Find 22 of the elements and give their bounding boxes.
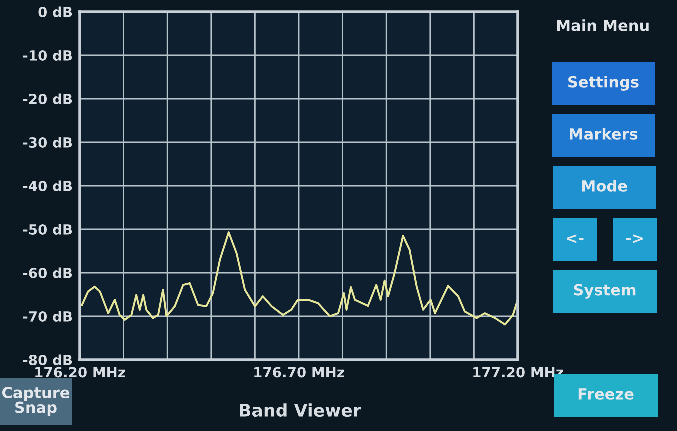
y-tick-label: -10 dB (23, 50, 72, 61)
text: <- (567, 234, 584, 244)
text: Markers (570, 128, 638, 140)
text: Main Menu (557, 20, 649, 32)
text: System (574, 284, 636, 299)
x-tick-label: 176.20 MHz (36, 367, 126, 378)
y-tick-label: -70 dB (23, 311, 72, 322)
y-tick-label: -40 dB (23, 180, 72, 192)
text: Band Viewer (240, 404, 362, 418)
y-tick-label: -60 dB (23, 268, 72, 278)
x-tick-label: 176.70 MHz (254, 367, 344, 378)
y-tick-label: -50 dB (23, 224, 72, 235)
text: -> (626, 234, 643, 244)
y-tick-label: 0 dB (38, 6, 72, 18)
text: Freeze (578, 388, 634, 400)
y-tick-label: -20 dB (23, 94, 72, 104)
text: Capture Snap (2, 386, 70, 416)
y-tick-label: -30 dB (23, 137, 72, 148)
text: Settings (568, 76, 639, 91)
line-series (81, 232, 518, 326)
y-tick-label: -80 dB (23, 354, 72, 366)
text: Mode (582, 180, 628, 192)
